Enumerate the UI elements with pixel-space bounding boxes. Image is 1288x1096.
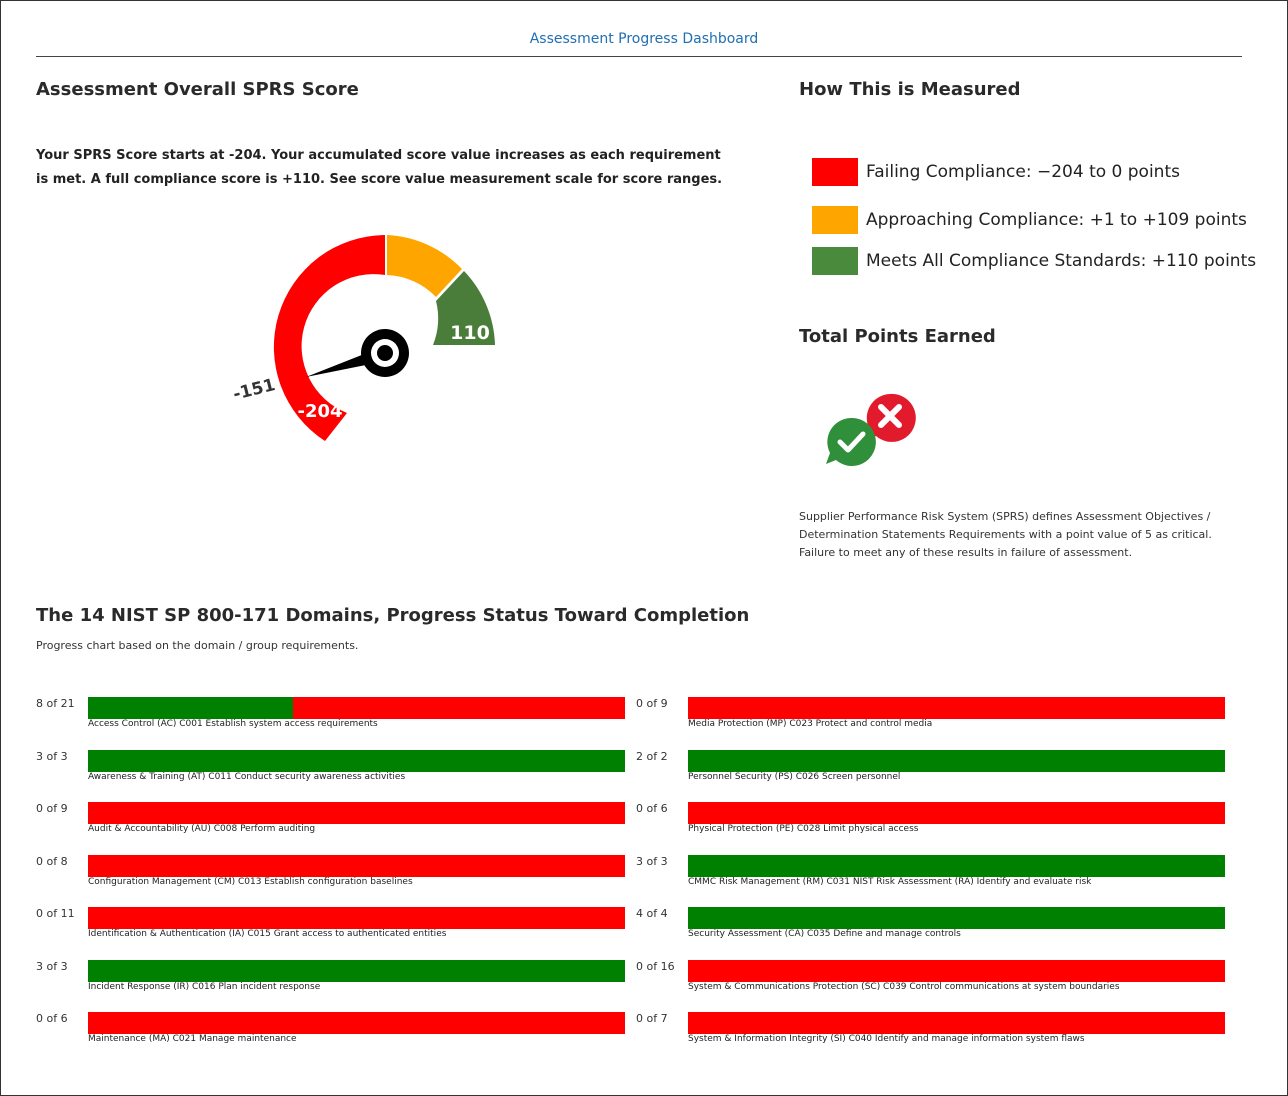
domain-progress-bar	[88, 959, 625, 982]
domain-progress-bar	[88, 802, 625, 824]
legend-item-meets: Meets All Compliance Standards: +110 poi…	[812, 247, 1256, 275]
domain-label: Physical Protection (PE) C028 Limit phys…	[688, 824, 919, 834]
domain-label: System & Information Integrity (SI) C040…	[688, 1034, 1085, 1044]
domain-count: 3 of 3	[36, 749, 68, 763]
legend-swatch-approaching	[812, 206, 858, 234]
legend-label-meets: Meets All Compliance Standards: +110 poi…	[866, 251, 1257, 271]
gauge-max-label: 110	[450, 322, 490, 344]
domain-label: Audit & Accountability (AU) C008 Perform…	[88, 824, 316, 834]
domain-row: 2 of 2 Personnel Security (PS) C026 Scree…	[636, 749, 1236, 790]
domain-label: Media Protection (MP) C023 Protect and c…	[688, 719, 933, 729]
domain-row: 0 of 7 System & Information Integrity (SI…	[636, 1012, 1236, 1052]
domain-label: Security Assessment (CA) C035 Define and…	[688, 929, 961, 939]
domain-progress-fill	[688, 907, 1225, 929]
domain-label: Incident Response (IR) C016 Plan inciden…	[88, 981, 321, 992]
domain-count: 0 of 8	[36, 854, 68, 868]
domain-row: 0 of 8 Configuration Management (CM) C013…	[36, 854, 636, 895]
domain-label: Access Control (AC) C001 Establish syste…	[88, 719, 378, 729]
domain-progress-bar	[88, 749, 625, 772]
domains-heading: The 14 NIST SP 800-171 Domains, Progress…	[36, 605, 750, 626]
sprs-gauge: 110 -204 -151	[231, 235, 495, 441]
domains-subtitle: Progress chart based on the domain / gro…	[36, 639, 359, 652]
domain-row: 0 of 9 Audit & Accountability (AU) C008 P…	[36, 802, 636, 842]
legend-swatch-failing	[812, 158, 858, 186]
gauge-band-failing	[273, 235, 385, 441]
title-divider	[36, 56, 1242, 57]
gauge-band-approaching	[387, 235, 462, 297]
domain-row: 0 of 6 Maintenance (MA) C021 Manage maint…	[36, 1012, 636, 1052]
domain-progress-bar	[688, 749, 1225, 772]
score-heading: Assessment Overall SPRS Score	[36, 79, 359, 100]
domain-progress-fill	[688, 854, 1225, 877]
domain-row: 0 of 9 Media Protection (MP) C023 Protect…	[636, 697, 1236, 737]
domain-progress-fill	[88, 749, 625, 772]
domain-label: Maintenance (MA) C021 Manage maintenance	[88, 1034, 297, 1044]
domain-count: 0 of 7	[636, 1012, 668, 1025]
domain-row: 8 of 21 Access Control (AC) C001 Establis…	[36, 697, 636, 737]
domain-progress-bar	[688, 907, 1225, 929]
domain-progress-fill	[88, 959, 625, 982]
domain-count: 4 of 4	[636, 907, 668, 920]
legend-swatch-meets	[812, 247, 858, 275]
domain-count: 0 of 6	[36, 1012, 68, 1025]
legend-label-approaching: Approaching Compliance: +1 to +109 point…	[866, 210, 1247, 230]
domain-count: 0 of 9	[36, 802, 68, 815]
domain-progress-fill	[88, 697, 293, 719]
domain-row: 0 of 11 Identification & Authentication (…	[36, 907, 636, 947]
domain-row: 3 of 3 Awareness & Training (AT) C011 Con…	[36, 749, 636, 790]
domain-row: 0 of 6 Physical Protection (PE) C028 Limi…	[636, 802, 1236, 842]
gauge-min-label: -204	[297, 401, 342, 422]
domain-count: 0 of 16	[636, 959, 675, 973]
gauge-current-value: -151	[231, 375, 277, 405]
score-intro-text: Your SPRS Score starts at -204. Your acc…	[36, 148, 723, 187]
sprs-note-text: Supplier Performance Risk System (SPRS) …	[799, 510, 1212, 559]
domain-progress-fill	[688, 749, 1225, 772]
domain-progress-bar	[88, 697, 625, 719]
domain-count: 3 of 3	[36, 959, 68, 973]
domain-row: 4 of 4 Security Assessment (CA) C035 Defi…	[636, 907, 1236, 947]
domain-progress-bar	[688, 854, 1225, 877]
measure-heading: How This is Measured	[799, 79, 1021, 100]
domain-label: Awareness & Training (AT) C011 Conduct s…	[88, 771, 406, 782]
gauge-band-meets	[433, 271, 495, 345]
domain-row: 3 of 3 Incident Response (IR) C016 Plan i…	[36, 959, 636, 1000]
domain-row: 0 of 16 System & Communications Protectio…	[636, 959, 1236, 1000]
domain-count: 3 of 3	[636, 854, 668, 868]
domain-progress-bar	[88, 907, 625, 929]
domain-count: 0 of 6	[636, 802, 668, 815]
domain-progress-bar	[88, 1012, 625, 1034]
domain-progress-bar	[688, 959, 1225, 982]
legend-label-failing: Failing Compliance: −204 to 0 points	[866, 162, 1180, 182]
domain-label: Configuration Management (CM) C013 Estab…	[88, 876, 413, 887]
legend-item-approaching: Approaching Compliance: +1 to +109 point…	[812, 206, 1247, 234]
domain-label: Personnel Security (PS) C026 Screen pers…	[688, 771, 901, 782]
legend-item-failing: Failing Compliance: −204 to 0 points	[812, 158, 1180, 186]
domain-progress-bar	[688, 697, 1225, 719]
domain-count: 0 of 11	[36, 907, 75, 920]
points-heading: Total Points Earned	[799, 326, 996, 347]
domain-count: 2 of 2	[636, 749, 668, 763]
domain-label: CMMC Risk Management (RM) C031 NIST Risk…	[688, 876, 1092, 887]
domain-label: Identification & Authentication (IA) C01…	[88, 929, 447, 939]
domain-count: 8 of 21	[36, 697, 75, 710]
domain-count: 0 of 9	[636, 697, 668, 710]
domain-progress-bar	[688, 1012, 1225, 1034]
gauge-needle	[306, 329, 409, 377]
domain-row: 3 of 3 CMMC Risk Management (RM) C031 NIS…	[636, 854, 1236, 895]
dashboard-title: Assessment Progress Dashboard	[529, 31, 759, 47]
domain-label: System & Communications Protection (SC) …	[688, 981, 1120, 992]
domain-progress-bar	[688, 802, 1225, 824]
check-and-x-chat-bubbles-icon	[826, 393, 916, 466]
domain-progress-bar	[88, 854, 625, 877]
